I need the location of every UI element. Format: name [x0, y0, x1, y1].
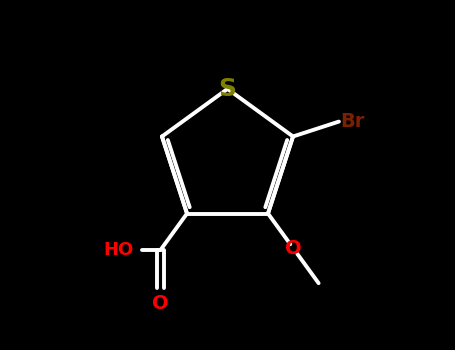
- Text: Br: Br: [340, 112, 365, 131]
- Text: S: S: [218, 77, 237, 101]
- Text: O: O: [285, 239, 302, 258]
- Text: HO: HO: [103, 241, 133, 259]
- Text: O: O: [152, 294, 169, 313]
